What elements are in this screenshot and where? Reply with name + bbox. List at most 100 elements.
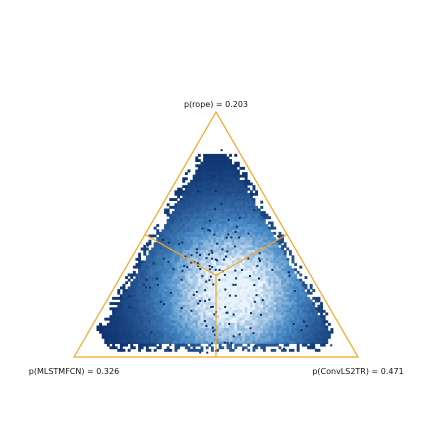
density-cell <box>281 247 284 251</box>
density-cell <box>242 304 245 308</box>
density-cell <box>229 200 232 204</box>
density-cell <box>307 338 310 342</box>
density-cell <box>114 346 118 350</box>
density-cell <box>166 244 170 248</box>
density-cell <box>249 273 253 277</box>
density-cell <box>192 250 196 253</box>
density-cell <box>208 239 212 243</box>
density-cell <box>234 328 238 331</box>
density-cell <box>117 325 121 329</box>
density-cell <box>247 226 251 230</box>
density-cell <box>169 255 173 259</box>
density-cell <box>166 224 170 227</box>
density-cell <box>231 211 235 214</box>
density-cell <box>140 302 144 305</box>
density-cell <box>257 335 261 339</box>
density-cell <box>283 291 287 295</box>
density-cell <box>177 333 180 337</box>
density-cell <box>244 221 248 225</box>
density-cell <box>161 281 165 285</box>
density-cell <box>184 192 188 196</box>
density-cell <box>283 289 287 292</box>
density-cell <box>190 283 193 287</box>
density-outlier <box>144 286 147 289</box>
density-cell <box>156 255 160 259</box>
density-cell <box>229 205 232 209</box>
density-cell <box>145 304 149 308</box>
density-cell <box>278 260 282 264</box>
density-cell <box>205 289 209 292</box>
density-cell <box>218 286 222 290</box>
density-cell <box>114 317 118 321</box>
density-cell <box>200 211 204 214</box>
density-cell <box>158 234 162 238</box>
density-cell <box>239 224 243 227</box>
density-cell <box>213 192 217 196</box>
density-cell <box>236 244 240 248</box>
density-cell <box>192 185 196 188</box>
density-cell <box>184 234 188 238</box>
density-cell <box>197 221 201 225</box>
density-cell <box>184 177 188 181</box>
density-cell <box>255 346 258 350</box>
density-cell <box>288 307 292 311</box>
density-cell <box>171 278 175 282</box>
density-cell <box>192 304 196 308</box>
density-cell <box>156 273 160 277</box>
density-cell <box>226 205 230 209</box>
density-cell <box>208 341 212 344</box>
density-cell <box>249 268 253 272</box>
density-cell <box>161 289 165 292</box>
density-cell <box>226 304 230 308</box>
density-cell <box>161 333 165 337</box>
density-cell <box>278 315 282 318</box>
density-outlier <box>234 269 237 272</box>
density-cell <box>231 265 235 269</box>
density-cell <box>221 166 225 170</box>
density-cell <box>257 265 261 269</box>
density-cell <box>236 213 240 217</box>
density-cell <box>166 211 170 214</box>
density-cell <box>317 304 321 308</box>
density-cell <box>197 263 201 266</box>
density-cell <box>265 231 269 235</box>
density-cell <box>114 335 118 339</box>
density-cell <box>190 289 193 292</box>
density-cell <box>169 239 173 243</box>
density-cell <box>218 294 222 298</box>
density-cell <box>239 270 243 274</box>
density-cell <box>283 255 287 259</box>
density-cell <box>226 299 230 303</box>
density-cell <box>169 328 173 331</box>
density-cell <box>174 276 178 279</box>
density-cell <box>252 213 256 217</box>
density-cell <box>291 299 295 303</box>
density-cell <box>169 322 173 326</box>
density-cell <box>127 302 131 305</box>
density-cell <box>275 278 279 282</box>
density-cell <box>223 159 227 162</box>
density-cell <box>156 265 160 269</box>
density-cell <box>317 341 321 344</box>
density-cell <box>109 333 113 337</box>
density-cell <box>221 153 225 157</box>
density-cell <box>218 198 222 201</box>
density-cell <box>278 328 282 331</box>
density-cell <box>166 250 170 253</box>
density-cell <box>114 309 118 313</box>
density-cell <box>265 239 269 243</box>
density-cell <box>148 315 152 318</box>
density-outlier <box>307 345 310 348</box>
density-cell <box>249 224 253 227</box>
density-cell <box>166 322 170 326</box>
density-cell <box>252 185 256 188</box>
density-cell <box>153 265 157 269</box>
density-cell <box>119 343 123 347</box>
density-cell <box>275 328 279 331</box>
density-cell <box>221 312 225 316</box>
density-cell <box>130 328 134 331</box>
density-cell <box>190 257 193 261</box>
density-cell <box>182 190 186 194</box>
density-cell <box>174 278 178 282</box>
density-cell <box>296 294 300 298</box>
